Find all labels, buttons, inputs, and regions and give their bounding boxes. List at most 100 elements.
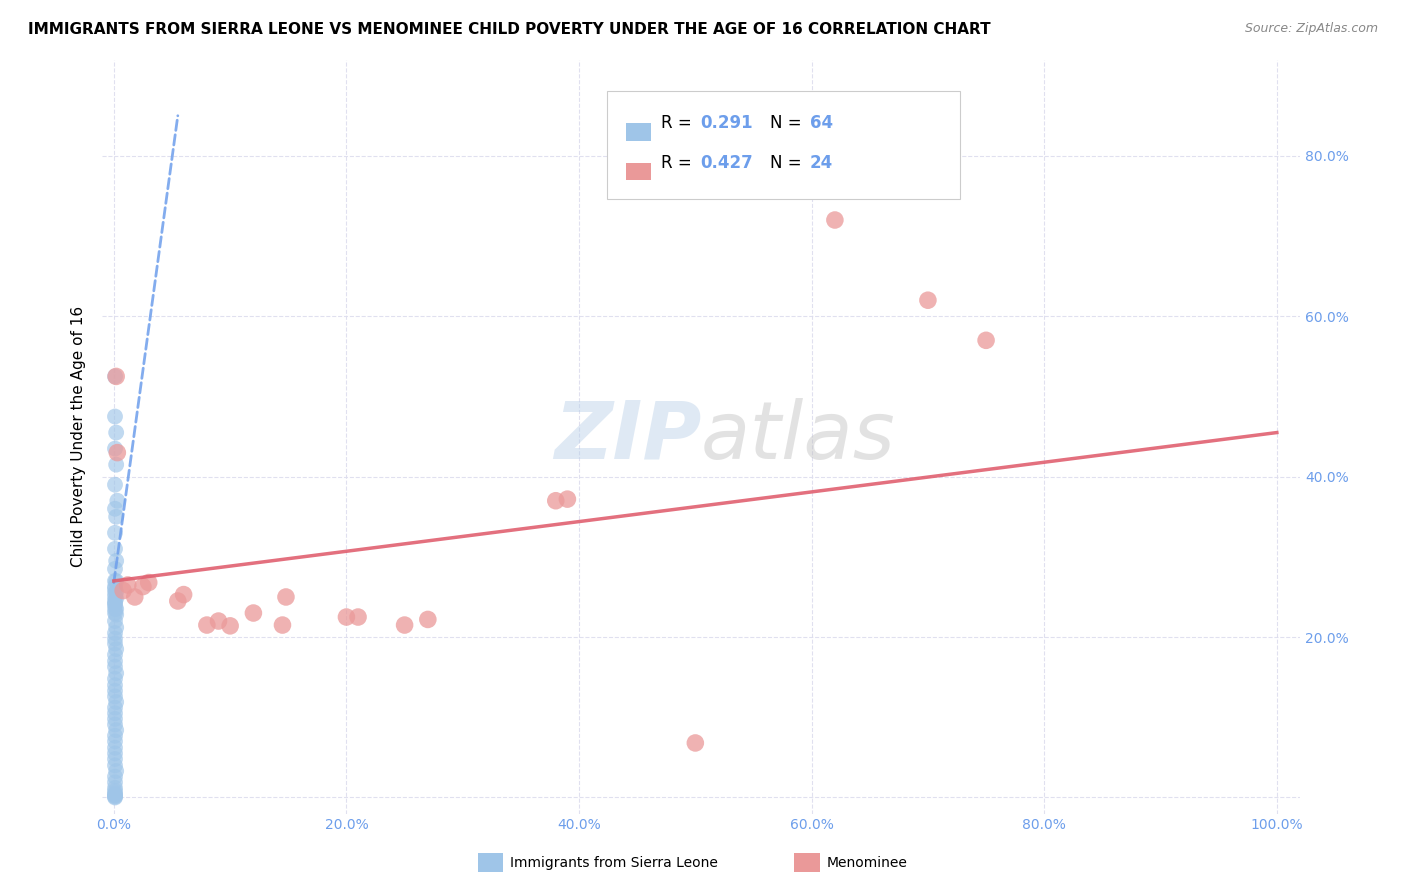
Point bbox=[347, 610, 370, 624]
Point bbox=[104, 654, 127, 668]
Point bbox=[104, 683, 127, 698]
Point bbox=[544, 493, 567, 508]
Point bbox=[104, 586, 127, 600]
Point bbox=[105, 666, 128, 681]
Point bbox=[105, 554, 128, 568]
Point bbox=[105, 764, 128, 778]
Point bbox=[173, 588, 195, 602]
Point bbox=[685, 736, 707, 750]
Point bbox=[117, 578, 139, 592]
Point bbox=[124, 590, 146, 604]
Point bbox=[105, 591, 128, 606]
Point bbox=[104, 606, 127, 620]
Point bbox=[219, 619, 242, 633]
Point bbox=[105, 607, 128, 622]
Point bbox=[105, 425, 128, 440]
Point bbox=[105, 642, 128, 657]
Point bbox=[104, 409, 127, 424]
Point bbox=[394, 618, 416, 632]
Point bbox=[104, 700, 127, 714]
Point bbox=[104, 596, 127, 610]
Point bbox=[104, 775, 127, 789]
Point bbox=[104, 501, 127, 516]
Point bbox=[105, 723, 128, 738]
Text: atlas: atlas bbox=[702, 398, 896, 475]
Point bbox=[274, 590, 297, 604]
Point bbox=[104, 614, 127, 628]
Point bbox=[104, 477, 127, 491]
Point bbox=[917, 293, 939, 308]
Point bbox=[271, 618, 294, 632]
Point bbox=[335, 610, 357, 624]
Point bbox=[105, 493, 128, 508]
Point bbox=[104, 690, 127, 704]
Point bbox=[104, 712, 127, 726]
Text: R =: R = bbox=[661, 114, 697, 132]
Text: Menominee: Menominee bbox=[827, 856, 908, 871]
Point bbox=[104, 525, 127, 540]
Point bbox=[104, 747, 127, 761]
Point bbox=[105, 695, 128, 709]
Text: 24: 24 bbox=[810, 154, 834, 172]
Point bbox=[104, 790, 127, 805]
Point bbox=[105, 458, 128, 472]
Point bbox=[104, 740, 127, 755]
Point bbox=[104, 648, 127, 662]
Point bbox=[104, 594, 127, 608]
Point bbox=[112, 583, 135, 598]
Point bbox=[104, 369, 127, 384]
Point bbox=[104, 602, 127, 616]
Text: 0.427: 0.427 bbox=[700, 154, 754, 172]
Point bbox=[974, 334, 997, 348]
Point bbox=[104, 541, 127, 556]
Point bbox=[166, 594, 188, 608]
Point bbox=[104, 659, 127, 673]
Point bbox=[104, 574, 127, 588]
Text: ZIP: ZIP bbox=[554, 398, 702, 475]
Point bbox=[104, 562, 127, 576]
Text: Source: ZipAtlas.com: Source: ZipAtlas.com bbox=[1244, 22, 1378, 36]
Point bbox=[104, 752, 127, 766]
Text: IMMIGRANTS FROM SIERRA LEONE VS MENOMINEE CHILD POVERTY UNDER THE AGE OF 16 CORR: IMMIGRANTS FROM SIERRA LEONE VS MENOMINE… bbox=[28, 22, 991, 37]
Point bbox=[104, 780, 127, 795]
Point bbox=[557, 492, 579, 507]
Point bbox=[104, 582, 127, 596]
Text: N =: N = bbox=[770, 114, 807, 132]
Point bbox=[138, 575, 160, 590]
Point bbox=[207, 614, 229, 628]
Point bbox=[105, 509, 128, 524]
Point bbox=[105, 369, 128, 384]
Point bbox=[104, 717, 127, 731]
Point bbox=[242, 606, 264, 620]
Point bbox=[104, 706, 127, 721]
Point bbox=[132, 580, 155, 594]
Text: N =: N = bbox=[770, 154, 807, 172]
Point bbox=[104, 789, 127, 804]
Text: Immigrants from Sierra Leone: Immigrants from Sierra Leone bbox=[510, 856, 718, 871]
Point bbox=[416, 612, 439, 626]
Point bbox=[104, 787, 127, 801]
Point bbox=[195, 618, 218, 632]
Point bbox=[104, 789, 127, 803]
Point bbox=[104, 672, 127, 686]
Point bbox=[104, 734, 127, 748]
Point bbox=[104, 678, 127, 692]
Point bbox=[824, 213, 846, 227]
Point bbox=[104, 770, 127, 784]
Point bbox=[104, 636, 127, 650]
Point bbox=[104, 442, 127, 456]
Point bbox=[104, 784, 127, 798]
Point bbox=[104, 632, 127, 646]
Point bbox=[105, 620, 128, 634]
Point bbox=[104, 729, 127, 743]
Point bbox=[105, 585, 128, 599]
Point bbox=[104, 758, 127, 772]
Point bbox=[104, 788, 127, 802]
Y-axis label: Child Poverty Under the Age of 16: Child Poverty Under the Age of 16 bbox=[72, 306, 86, 567]
Point bbox=[104, 590, 127, 604]
Text: 64: 64 bbox=[810, 114, 832, 132]
Point bbox=[105, 602, 128, 616]
Point bbox=[104, 598, 127, 612]
Point bbox=[105, 574, 128, 588]
Point bbox=[104, 580, 127, 594]
